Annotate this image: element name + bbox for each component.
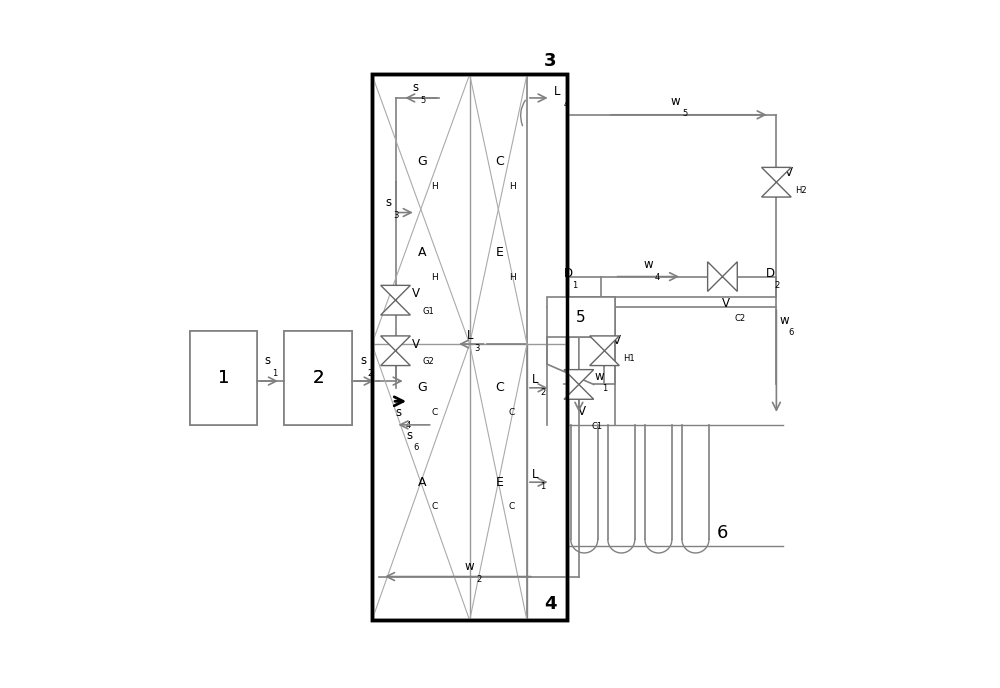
Bar bbox=[547, 297, 615, 337]
Text: w: w bbox=[600, 307, 609, 320]
Text: s: s bbox=[406, 429, 412, 442]
Text: V: V bbox=[613, 334, 621, 347]
Text: E: E bbox=[496, 246, 504, 259]
Text: 2: 2 bbox=[476, 574, 482, 583]
Text: L: L bbox=[532, 468, 539, 481]
Text: 5: 5 bbox=[420, 96, 426, 105]
Text: C: C bbox=[496, 381, 504, 394]
Polygon shape bbox=[590, 351, 619, 365]
Text: w: w bbox=[643, 258, 653, 271]
Text: 6: 6 bbox=[789, 328, 794, 338]
Polygon shape bbox=[762, 182, 791, 197]
Text: 1: 1 bbox=[572, 281, 577, 290]
Text: C: C bbox=[431, 502, 437, 511]
Text: C: C bbox=[431, 408, 437, 417]
Text: 4: 4 bbox=[544, 594, 557, 612]
Text: w: w bbox=[670, 95, 680, 108]
Text: s: s bbox=[413, 81, 419, 94]
Text: 1: 1 bbox=[218, 369, 229, 387]
Polygon shape bbox=[381, 336, 410, 351]
Bar bbox=[284, 330, 352, 425]
Text: L: L bbox=[532, 373, 539, 386]
Polygon shape bbox=[564, 369, 594, 385]
Text: s: s bbox=[264, 354, 270, 367]
Text: 2: 2 bbox=[368, 369, 373, 378]
Text: 4: 4 bbox=[655, 272, 660, 281]
Bar bbox=[284, 330, 352, 425]
Text: H: H bbox=[431, 273, 438, 282]
Text: G2: G2 bbox=[422, 358, 434, 367]
Text: D: D bbox=[766, 267, 775, 280]
Text: 2: 2 bbox=[312, 369, 324, 387]
Text: 1: 1 bbox=[540, 482, 546, 491]
Text: G: G bbox=[418, 155, 427, 169]
Polygon shape bbox=[722, 261, 737, 292]
Text: 4: 4 bbox=[406, 421, 411, 430]
Text: s: s bbox=[386, 196, 392, 209]
Bar bbox=[190, 330, 257, 425]
Text: 5: 5 bbox=[682, 109, 687, 118]
Text: H: H bbox=[431, 182, 438, 191]
Text: 3: 3 bbox=[474, 344, 480, 353]
Polygon shape bbox=[381, 351, 410, 365]
Text: V: V bbox=[412, 338, 420, 350]
Text: D: D bbox=[564, 267, 573, 280]
Text: H: H bbox=[509, 182, 516, 191]
Text: 5: 5 bbox=[576, 310, 586, 325]
Text: V: V bbox=[722, 297, 730, 310]
Text: H1: H1 bbox=[623, 354, 635, 363]
Text: V: V bbox=[578, 405, 586, 418]
Text: C: C bbox=[496, 155, 504, 169]
Text: 1: 1 bbox=[272, 369, 277, 378]
Text: E: E bbox=[496, 475, 504, 488]
Bar bbox=[372, 74, 567, 621]
Text: 2: 2 bbox=[540, 388, 546, 397]
Text: C: C bbox=[509, 502, 515, 511]
Polygon shape bbox=[590, 336, 619, 351]
Text: s: s bbox=[360, 354, 366, 367]
Text: L: L bbox=[466, 330, 473, 343]
Bar bbox=[372, 74, 567, 621]
Text: 5: 5 bbox=[576, 310, 586, 325]
Text: C: C bbox=[509, 408, 515, 417]
Text: 4: 4 bbox=[564, 100, 569, 109]
Text: H2: H2 bbox=[795, 186, 807, 195]
Text: s: s bbox=[396, 406, 402, 419]
Bar bbox=[190, 330, 257, 425]
Text: C2: C2 bbox=[735, 314, 746, 323]
Text: G: G bbox=[418, 381, 427, 394]
Text: 6: 6 bbox=[717, 524, 728, 541]
Text: G1: G1 bbox=[422, 307, 434, 316]
Text: A: A bbox=[418, 475, 427, 488]
Text: 6: 6 bbox=[414, 443, 419, 452]
Polygon shape bbox=[381, 300, 410, 315]
Text: 1: 1 bbox=[218, 369, 229, 387]
Text: 3: 3 bbox=[608, 322, 613, 331]
Bar bbox=[547, 297, 615, 337]
Text: V: V bbox=[785, 166, 793, 179]
Text: w: w bbox=[465, 560, 474, 573]
Text: w: w bbox=[594, 370, 604, 383]
Text: 2: 2 bbox=[774, 281, 780, 290]
Polygon shape bbox=[564, 385, 594, 399]
Text: C1: C1 bbox=[591, 422, 602, 431]
Text: 3: 3 bbox=[544, 52, 557, 70]
Text: L: L bbox=[554, 85, 560, 98]
Polygon shape bbox=[381, 286, 410, 300]
Text: w: w bbox=[780, 314, 789, 327]
Text: V: V bbox=[412, 287, 420, 300]
Text: 2: 2 bbox=[312, 369, 324, 387]
Text: A: A bbox=[418, 246, 427, 259]
Polygon shape bbox=[708, 261, 722, 292]
Text: 1: 1 bbox=[602, 385, 608, 394]
Text: 3: 3 bbox=[393, 211, 399, 219]
Text: H: H bbox=[509, 273, 516, 282]
Polygon shape bbox=[762, 167, 791, 182]
